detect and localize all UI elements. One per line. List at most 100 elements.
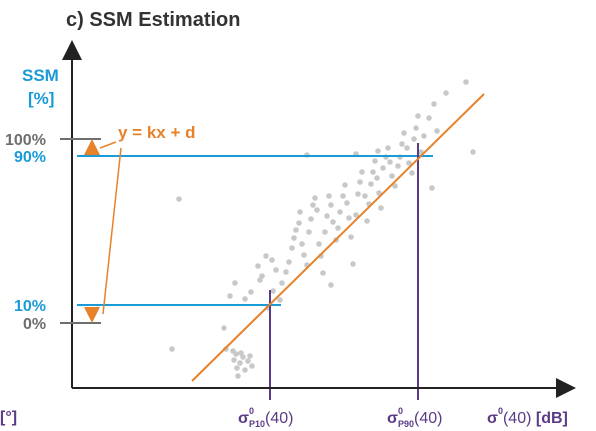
scatter-point [247,353,253,359]
scatter-point [392,183,398,189]
scatter-point [443,90,449,96]
x-label-p90: σ0 P90(40) [387,406,442,429]
tick-label-10: 10% [14,298,46,315]
scatter-point [385,145,391,151]
diagram-title: c) SSM Estimation [66,9,240,31]
scatter-point [231,357,237,363]
equation-leader-top [99,141,117,149]
scatter-point [169,346,175,352]
scatter-point [399,141,405,147]
scatter-point [375,148,381,154]
scatter-point [328,282,334,288]
scatter-point [409,170,415,176]
scatter-point [301,252,307,258]
scatter-point [221,325,227,331]
scatter-point [269,257,275,263]
scatter-point [289,245,295,251]
scatter-point [308,216,314,222]
scatter-point [378,205,384,211]
scatter-point [306,229,312,235]
scatter-point [370,169,376,175]
scatter-point [470,149,476,155]
equation-leader-bottom [102,147,122,315]
scatter-point [255,263,261,269]
scatter-point [404,145,410,151]
scatter-point [176,196,182,202]
tick-label-100: 100% [5,132,46,149]
scatter-point [242,296,248,302]
scatter-point [297,209,303,215]
scatter-point [299,241,305,247]
scatter-point [240,354,246,360]
regression-line [191,93,485,382]
scatter-point [235,373,241,379]
scatter-point [374,175,380,181]
scatter-point [286,259,292,265]
scatter-point [429,185,435,191]
scatter-point [312,195,318,201]
scatter-point [413,125,419,131]
scatter-point [355,191,361,197]
scatter-point [463,79,469,85]
scatter-point [249,363,255,369]
y-axis-label-ssm: SSM [22,66,59,85]
scatter-point [357,179,363,185]
scatter-point [330,219,336,225]
scatter-point [406,160,412,166]
scatter-point [362,193,368,199]
scatter-point [415,113,421,119]
equation-label: y = kx + d [118,123,196,142]
scatter-point [380,165,386,171]
scatter-point [324,213,330,219]
scatter-point [320,270,326,276]
scatter-point [314,207,320,213]
scatter-point [233,351,239,357]
scatter-point [245,358,251,364]
scatter-point [335,225,341,231]
scatter-point [227,293,233,299]
x-label-left-fragment: [°] [0,409,17,426]
scatter-point [350,261,356,267]
scatter-point [344,200,350,206]
scatter-point [342,182,348,188]
scatter-point [346,215,352,221]
scatter-point [348,234,354,240]
scatter-point [270,288,276,294]
scatter-point [401,130,407,136]
scatter-point [248,289,254,295]
scatter-point [421,133,427,139]
scatter-point [337,209,343,215]
scatter-point [232,280,238,286]
scatter-point [389,173,395,179]
scatter-point [426,115,432,121]
scatter-point [316,241,322,247]
tick-label-0: 0% [23,316,46,333]
scatter-point [259,273,265,279]
scatter-point [279,280,285,286]
scatter-point [237,360,243,366]
scatter-points [169,79,476,379]
scatter-point [291,235,297,241]
scatter-point [359,169,365,175]
tick-label-90: 90% [14,149,46,166]
scatter-point [434,128,440,134]
scatter-point [283,269,289,275]
y-axis-label-unit: [%] [28,89,54,108]
scatter-point [328,202,334,208]
scatter-point [322,229,328,235]
scatter-point [395,163,401,169]
scatter-point [234,365,240,371]
scatter-point [242,367,248,373]
scatter-point [431,101,437,107]
scatter-point [368,181,374,187]
scatter-point [353,212,359,218]
scatter-point [310,202,316,208]
scatter-point [387,159,393,165]
scatter-point [340,193,346,199]
scatter-point [376,190,382,196]
scatter-point [277,297,283,303]
scatter-point [293,227,299,233]
x-label-p10: σ0 P10(40) [238,406,293,429]
scatter-point [326,193,332,199]
x-axis-label-main: σ0(40) [dB] [487,406,568,427]
